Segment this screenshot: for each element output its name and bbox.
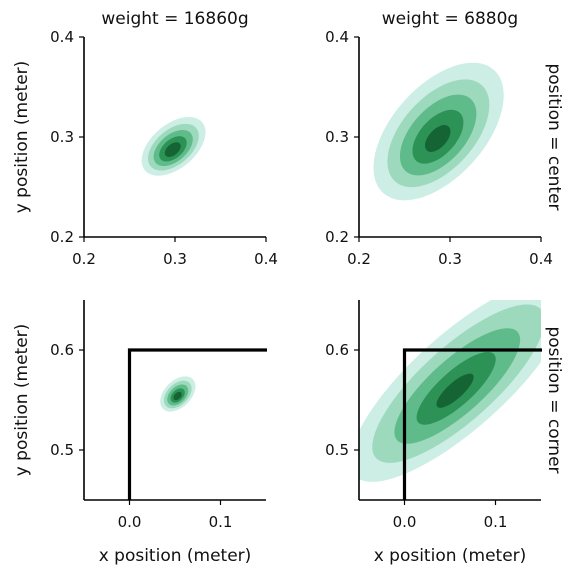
panel-corner-6880: 0.5 0.6 0.0 0.1 [325, 300, 542, 531]
col-title-1: weight = 16860g [101, 9, 248, 29]
y-axis-title-2: y position (meter) [12, 324, 32, 477]
y-tick-label: 0.4 [50, 28, 74, 46]
y-tick-label: 0.6 [50, 341, 74, 359]
corner-region-line [402, 348, 542, 500]
y-tick-label: 0.3 [325, 128, 349, 146]
x-tick-label: 0.3 [438, 250, 462, 268]
y-tick-label: 0.5 [325, 441, 349, 459]
x-axis-title-2: x position (meter) [374, 546, 527, 566]
x-tick-label: 0.4 [529, 250, 553, 268]
density-contours [141, 116, 206, 176]
contour-level-5 [173, 391, 182, 401]
contour-level-5 [424, 125, 451, 152]
x-tick-label: 0.2 [347, 250, 371, 268]
panel-center-16860: 0.2 0.3 0.4 0.2 0.3 0.4 [50, 28, 278, 268]
y-axis-title-1: y position (meter) [12, 61, 32, 214]
y-tick-label: 0.2 [50, 228, 74, 246]
col-title-2: weight = 6880g [382, 9, 518, 29]
y-tick-label: 0.2 [325, 228, 349, 246]
x-axis-title-1: x position (meter) [99, 546, 252, 566]
x-tick-label: 0.0 [393, 513, 417, 531]
y-tick-label: 0.3 [50, 128, 74, 146]
x-tick-label: 0.2 [72, 250, 96, 268]
x-tick-label: 0.1 [484, 513, 508, 531]
x-tick-label: 0.4 [254, 250, 278, 268]
y-tick-label: 0.5 [50, 441, 74, 459]
y-tick-label: 0.4 [325, 28, 349, 46]
corner-region-line [127, 348, 267, 500]
contour-level-5 [164, 142, 181, 157]
density-contours [373, 62, 504, 201]
contour-level-5 [436, 373, 474, 408]
x-tick-label: 0.1 [209, 513, 233, 531]
density-contours [160, 376, 196, 412]
row-label-1: position = center [544, 63, 564, 210]
row-label-2: position = corner [544, 326, 564, 473]
x-tick-label: 0.0 [118, 513, 142, 531]
x-tick-label: 0.3 [163, 250, 187, 268]
panel-center-6880: 0.2 0.3 0.4 0.2 0.3 0.4 [325, 28, 553, 268]
panel-corner-16860: 0.5 0.6 0.0 0.1 [50, 300, 267, 531]
y-tick-label: 0.6 [325, 341, 349, 359]
